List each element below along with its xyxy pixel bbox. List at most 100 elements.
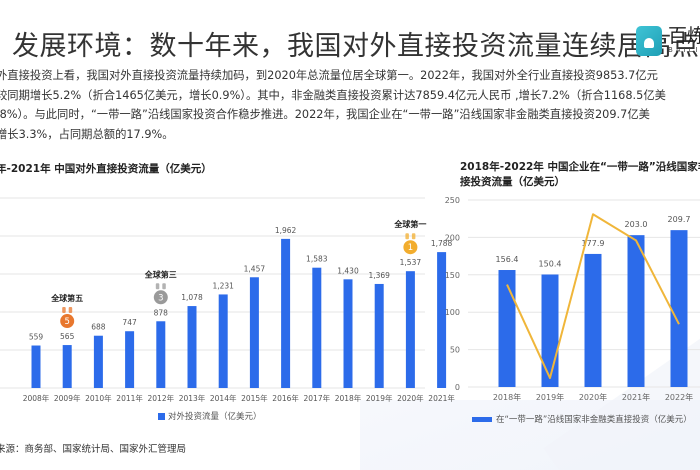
medal-ribbon-icon (405, 233, 409, 240)
medal-ribbon-icon (411, 233, 416, 240)
x-tick-label: 2019年 (366, 393, 393, 403)
bar (437, 252, 447, 388)
bar-value-label: 1,369 (368, 271, 390, 280)
bar-value-label: 1,583 (306, 255, 328, 264)
bailian-logo-icon (636, 26, 662, 56)
bar (405, 271, 415, 388)
paragraph-line: .8%）。与此同时，“一带一路”沿线国家投资合作稳步推进。2022年，我国企业在… (0, 108, 650, 121)
logo-text-cn: 百炼智 (668, 25, 700, 47)
medal-icon (403, 240, 418, 255)
legend-label: 在“一带一路”沿线国家非金融类直接投资（亿美元） (496, 415, 692, 425)
ranking-annotation: 全球第五 (50, 293, 83, 303)
data-source-note: 来源：商务部、国家统计局、国家外汇管理局 (0, 444, 187, 455)
x-tick-label: 2010年 (85, 393, 112, 403)
y-tick-label: 50 (450, 346, 460, 355)
medal-ribbon-icon (68, 307, 73, 314)
bar (62, 345, 72, 388)
x-tick-label: 2020年 (579, 392, 607, 402)
bar (584, 253, 602, 387)
x-tick-label: 2020年 (397, 393, 424, 403)
bar-value-label: 150.4 (539, 260, 562, 269)
paragraph-line: 外直接投资上看，我国对外直接投资流量持续加码，到2020年总流量位居全球第一。2… (0, 69, 658, 82)
bar-value-label: 156.4 (496, 255, 519, 264)
y-tick-label: 150 (445, 271, 460, 280)
ranking-annotation: 全球第三 (144, 269, 177, 279)
x-tick-label: 2019年 (536, 392, 564, 402)
bar (541, 274, 559, 387)
x-tick-label: 2013年 (179, 393, 206, 403)
left-bar-chart: 559 2008年 565 2009年 688 2010年 747 2011年 878 2012年… (0, 197, 455, 403)
growth-line (506, 213, 680, 380)
bar (312, 267, 322, 388)
bar (218, 294, 228, 388)
medal-ribbon-icon (62, 307, 66, 314)
right-chart-legend: 在“一带一路”沿线国家非金融类直接投资（亿美元） 同 (472, 413, 700, 425)
x-tick-label: 2016年 (272, 393, 299, 403)
bar-value-label: 1,457 (244, 264, 266, 273)
medal-icon (153, 290, 168, 305)
x-tick-label: 2011年 (116, 393, 143, 403)
bar-value-label: 747 (122, 318, 137, 327)
y-tick-label: 0 (455, 383, 460, 392)
left-chart-legend: 对外投资流量（亿美元） (158, 410, 262, 422)
bar-value-label: 1,078 (181, 293, 203, 302)
bar (125, 331, 135, 388)
bar (93, 335, 103, 388)
x-tick-label: 2022年 (665, 392, 693, 402)
x-tick-label: 2018年 (335, 393, 362, 403)
bar-value-label: 559 (29, 333, 44, 342)
bar-value-label: 209.7 (668, 215, 691, 224)
bar-value-label: 1,962 (275, 226, 297, 235)
y-tick-label: 200 (445, 233, 460, 242)
bar (187, 306, 197, 388)
x-tick-label: 2008年 (23, 393, 50, 403)
right-chart-title: 2018年-2022年 中国企业在“一带一路”沿线国家非金 接投资流量（亿美元） (460, 160, 700, 190)
bar-value-label: 1,231 (212, 281, 234, 290)
y-tick-label: 100 (445, 308, 460, 317)
paragraph-line: 较同期增长5.2%（折合1465亿美元，增长0.9%）。其中，非金融类直接投资累… (0, 88, 666, 102)
y-tick-label: 250 (445, 196, 460, 205)
bar-value-label: 177.9 (582, 239, 605, 248)
bar (156, 321, 166, 388)
bar-value-label: 1,788 (431, 239, 453, 248)
legend-label: 对外投资流量（亿美元） (168, 412, 262, 422)
x-tick-label: 2015年 (241, 393, 268, 403)
medal-ribbon-icon (162, 283, 166, 290)
bar-value-label: 878 (154, 308, 169, 317)
medal-ribbon-icon (155, 283, 160, 290)
logo-text-en: BAILIAN (668, 46, 700, 54)
bar (31, 345, 41, 388)
bar-value-label: 203.0 (625, 220, 648, 229)
bar (281, 238, 291, 388)
x-tick-label: 2021年 (622, 392, 650, 402)
legend-swatch-bar (158, 412, 165, 420)
brand-logo: 百炼智 BAILIAN (636, 26, 700, 56)
bar (627, 235, 645, 387)
bar-value-label: 1,537 (400, 258, 422, 267)
bar-value-label: 1,430 (337, 266, 359, 275)
paragraph-line: 增长3.3%，占同期总额的17.9%。 (0, 127, 174, 141)
right-chart-title-line: 接投资流量（亿美元） (460, 176, 565, 188)
legend-swatch-bar (472, 416, 492, 422)
medal-rank: 5 (64, 317, 69, 327)
medal-rank: 3 (158, 293, 163, 303)
bar (343, 279, 353, 388)
ranking-annotation: 全球第一 (393, 219, 426, 229)
bar (498, 270, 516, 387)
left-chart-title: 年-2021年 中国对外直接投资流量（亿美元） (0, 163, 212, 175)
x-tick-label: 2021年 (428, 393, 455, 403)
x-tick-label: 2009年 (54, 393, 81, 403)
right-chart-title-line: 2018年-2022年 中国企业在“一带一路”沿线国家非金 (460, 161, 700, 173)
summary-paragraph: 外直接投资上看，我国对外直接投资流量持续加码，到2020年总流量位居全球第一。2… (0, 66, 700, 144)
bar-value-label: 565 (60, 332, 75, 341)
x-tick-label: 2014年 (210, 393, 237, 403)
medal-icon (60, 314, 75, 329)
page-title: 发展环境：数十年来，我国对外直接投资流量连续居高点 (12, 31, 700, 62)
x-tick-label: 2018年 (493, 392, 521, 402)
bar (670, 230, 688, 387)
bar (374, 283, 384, 388)
x-tick-label: 2012年 (148, 393, 175, 403)
right-bar-line-chart: 0 50 100 150 200 250 156.4 2018年 150.4 2019年 177.9… (445, 196, 700, 402)
medal-rank: 1 (408, 243, 413, 253)
bar (249, 277, 259, 388)
